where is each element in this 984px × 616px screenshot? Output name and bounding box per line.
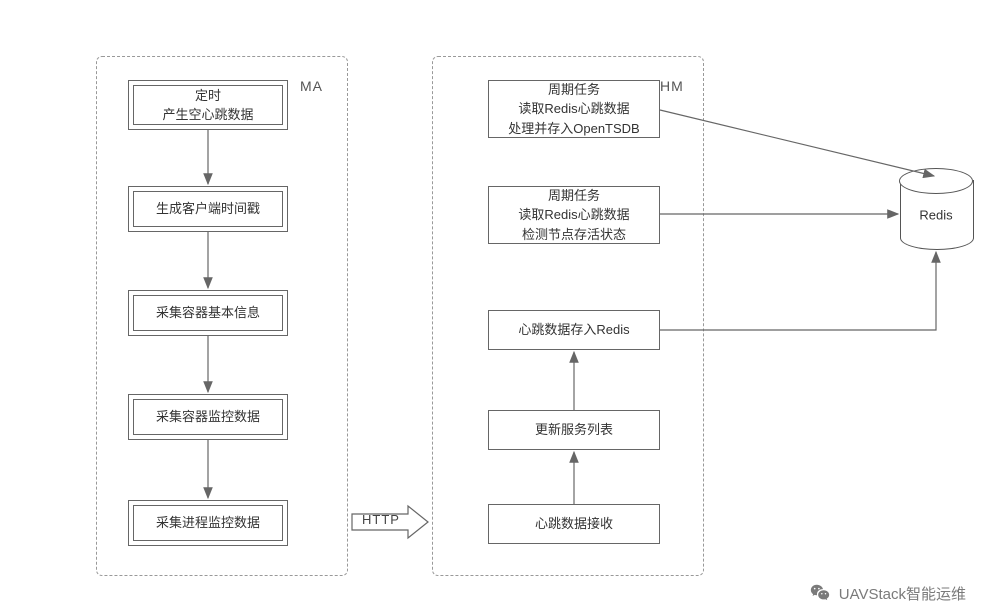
node-ma1-line2: 产生空心跳数据 xyxy=(162,107,253,122)
node-hm4-text: 更新服务列表 xyxy=(535,420,613,440)
node-ma4: 采集容器监控数据 xyxy=(128,394,288,440)
node-ma5-text: 采集进程监控数据 xyxy=(156,513,260,533)
node-hm2-line1: 周期任务 xyxy=(548,188,600,203)
node-redis-text: Redis xyxy=(900,208,972,223)
node-hm5-text: 心跳数据接收 xyxy=(535,514,613,534)
ma-label: MA xyxy=(300,78,323,94)
node-ma3-text: 采集容器基本信息 xyxy=(156,303,260,323)
node-hm1-line3: 处理并存入OpenTSDB xyxy=(508,121,639,136)
watermark-text: UAVStack智能运维 xyxy=(839,583,966,604)
node-ma3: 采集容器基本信息 xyxy=(128,290,288,336)
node-hm3: 心跳数据存入Redis xyxy=(488,310,660,350)
node-ma1: 定时 产生空心跳数据 xyxy=(128,80,288,130)
http-label: HTTP xyxy=(362,512,400,527)
node-ma4-text: 采集容器监控数据 xyxy=(156,407,260,427)
node-ma5: 采集进程监控数据 xyxy=(128,500,288,546)
wechat-icon xyxy=(809,582,831,604)
node-redis: Redis xyxy=(900,180,972,250)
node-hm3-text: 心跳数据存入Redis xyxy=(518,320,629,340)
node-ma2-text: 生成客户端时间戳 xyxy=(156,199,260,219)
node-ma1-line1: 定时 xyxy=(195,88,221,103)
node-hm2: 周期任务 读取Redis心跳数据 检测节点存活状态 xyxy=(488,186,660,244)
node-hm4: 更新服务列表 xyxy=(488,410,660,450)
node-hm5: 心跳数据接收 xyxy=(488,504,660,544)
node-hm2-line2: 读取Redis心跳数据 xyxy=(518,207,629,222)
node-hm1-line1: 周期任务 xyxy=(548,82,600,97)
hm-label: HM xyxy=(660,78,684,94)
node-ma2: 生成客户端时间戳 xyxy=(128,186,288,232)
watermark: UAVStack智能运维 xyxy=(809,582,966,604)
node-hm1: 周期任务 读取Redis心跳数据 处理并存入OpenTSDB xyxy=(488,80,660,138)
node-hm1-line2: 读取Redis心跳数据 xyxy=(518,101,629,116)
node-hm2-line3: 检测节点存活状态 xyxy=(522,227,626,242)
